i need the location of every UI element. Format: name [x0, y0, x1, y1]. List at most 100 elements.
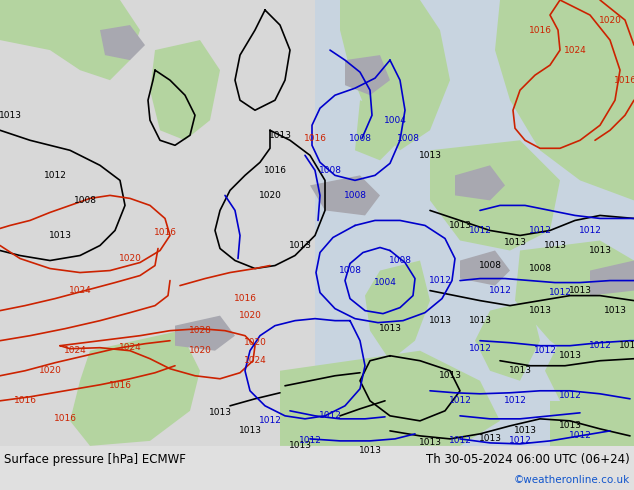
Polygon shape: [545, 331, 634, 421]
Text: 1013: 1013: [358, 446, 382, 455]
Text: 1013: 1013: [439, 371, 462, 380]
Text: 1012: 1012: [44, 171, 67, 180]
Text: 1013: 1013: [503, 238, 526, 247]
Text: 1008: 1008: [396, 134, 420, 143]
Text: 1016: 1016: [108, 381, 131, 390]
Text: 1024: 1024: [119, 343, 141, 352]
Text: 1012: 1012: [548, 288, 571, 297]
Text: 1016: 1016: [614, 75, 634, 85]
Text: 1012: 1012: [508, 437, 531, 445]
Text: 1012: 1012: [588, 341, 611, 350]
Text: Surface pressure [hPa] ECMWF: Surface pressure [hPa] ECMWF: [4, 453, 186, 466]
Text: 1012: 1012: [579, 226, 602, 235]
Text: 1013: 1013: [288, 241, 311, 250]
Text: 1012: 1012: [469, 344, 491, 353]
Text: 1013: 1013: [418, 151, 441, 160]
Text: 1013: 1013: [469, 316, 491, 325]
Text: 1008: 1008: [74, 196, 96, 205]
Polygon shape: [0, 0, 634, 446]
Polygon shape: [455, 165, 505, 200]
Text: 1024: 1024: [68, 286, 91, 295]
Text: 1016: 1016: [264, 166, 287, 175]
Polygon shape: [70, 331, 200, 446]
Text: 1013: 1013: [479, 435, 501, 443]
Text: 1013: 1013: [209, 408, 231, 417]
Text: 1013: 1013: [269, 131, 292, 140]
Text: 1012: 1012: [569, 431, 592, 441]
Polygon shape: [175, 316, 235, 351]
Text: 1020: 1020: [243, 338, 266, 347]
Text: 1008: 1008: [339, 266, 361, 275]
Text: 1008: 1008: [318, 166, 342, 175]
Text: 1013: 1013: [559, 351, 581, 360]
Polygon shape: [0, 0, 315, 446]
Text: 1024: 1024: [564, 46, 586, 54]
Text: 1012: 1012: [529, 226, 552, 235]
Text: 1013: 1013: [288, 441, 311, 450]
Text: 1020: 1020: [259, 191, 281, 200]
Polygon shape: [150, 40, 220, 140]
Text: 1013: 1013: [604, 306, 626, 315]
Text: 1016: 1016: [153, 228, 176, 237]
Polygon shape: [0, 0, 140, 80]
Text: 1012: 1012: [503, 396, 526, 405]
Text: 1012: 1012: [429, 276, 451, 285]
Text: 1013: 1013: [514, 426, 536, 436]
Text: 1013: 1013: [508, 366, 531, 375]
Polygon shape: [430, 140, 560, 250]
Text: 1013: 1013: [619, 341, 634, 350]
Polygon shape: [365, 261, 430, 361]
Text: 1020: 1020: [598, 16, 621, 24]
Polygon shape: [460, 250, 510, 286]
Text: 1012: 1012: [489, 286, 512, 295]
Polygon shape: [340, 0, 450, 150]
Text: 1020: 1020: [39, 366, 61, 375]
Polygon shape: [515, 241, 634, 381]
Polygon shape: [345, 55, 390, 95]
Text: 1020: 1020: [238, 311, 261, 320]
Text: 1013: 1013: [48, 231, 72, 240]
Text: 1024: 1024: [243, 356, 266, 365]
Text: 1013: 1013: [543, 241, 567, 250]
Text: 1024: 1024: [63, 346, 86, 355]
Polygon shape: [355, 100, 400, 160]
Text: 1028: 1028: [188, 326, 211, 335]
Text: 1013: 1013: [569, 286, 592, 295]
Text: 1016: 1016: [304, 134, 327, 143]
Text: 1013: 1013: [238, 426, 261, 436]
Text: 1016: 1016: [13, 396, 37, 405]
Text: 1008: 1008: [529, 264, 552, 273]
Polygon shape: [495, 0, 634, 200]
Text: ©weatheronline.co.uk: ©weatheronline.co.uk: [514, 475, 630, 485]
Polygon shape: [310, 175, 380, 216]
Text: 1013: 1013: [418, 439, 441, 447]
Text: 1013: 1013: [429, 316, 451, 325]
Text: 1013: 1013: [588, 246, 612, 255]
Text: 1013: 1013: [0, 111, 22, 120]
Text: 1004: 1004: [373, 278, 396, 287]
Text: 1016: 1016: [233, 294, 257, 303]
Text: 1020: 1020: [119, 254, 141, 263]
Text: 1016: 1016: [53, 415, 77, 423]
Text: 1012: 1012: [318, 411, 342, 420]
Text: 1012: 1012: [449, 437, 472, 445]
Text: 1008: 1008: [344, 191, 366, 200]
Text: 1012: 1012: [299, 437, 321, 445]
Text: 1016: 1016: [529, 25, 552, 35]
Text: 1013: 1013: [559, 421, 581, 430]
Text: 1004: 1004: [384, 116, 406, 125]
Polygon shape: [280, 351, 500, 446]
Polygon shape: [590, 261, 634, 295]
Text: 1012: 1012: [449, 396, 472, 405]
Text: 1012: 1012: [259, 416, 281, 425]
Text: 1012: 1012: [534, 346, 557, 355]
Text: 1008: 1008: [349, 134, 372, 143]
Text: 1013: 1013: [378, 324, 401, 333]
Text: Th 30-05-2024 06:00 UTC (06+24): Th 30-05-2024 06:00 UTC (06+24): [426, 453, 630, 466]
Polygon shape: [100, 25, 145, 60]
Text: 1012: 1012: [469, 226, 491, 235]
Polygon shape: [475, 300, 540, 381]
Text: 1008: 1008: [479, 261, 501, 270]
Text: 1013: 1013: [448, 221, 472, 230]
Polygon shape: [550, 401, 634, 446]
